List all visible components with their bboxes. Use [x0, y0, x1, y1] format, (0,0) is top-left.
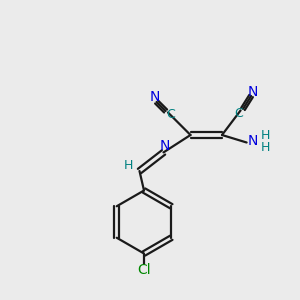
Text: H: H [123, 159, 133, 172]
Text: C: C [235, 107, 244, 120]
Text: N: N [149, 91, 160, 104]
Text: C: C [166, 108, 175, 122]
Text: N: N [248, 134, 258, 148]
Text: H: H [260, 129, 270, 142]
Text: N: N [160, 139, 170, 153]
Text: Cl: Cl [137, 263, 151, 277]
Text: H: H [260, 141, 270, 154]
Text: N: N [248, 85, 258, 99]
